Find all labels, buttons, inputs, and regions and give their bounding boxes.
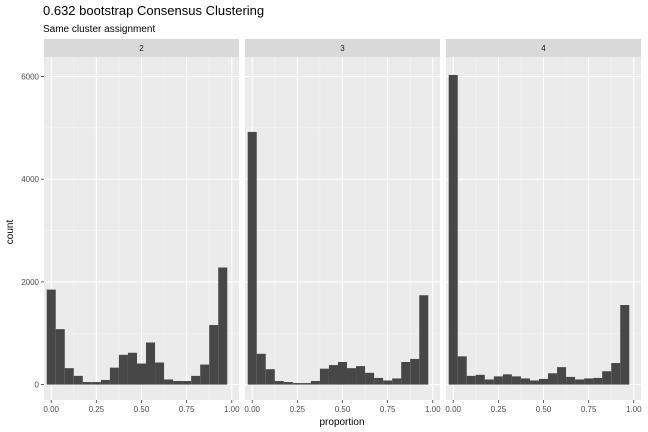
histogram-bar: [328, 365, 338, 385]
histogram-bar: [419, 295, 429, 385]
x-tick-label: 0.00: [43, 405, 59, 414]
histogram-bar: [247, 131, 257, 385]
histogram-bar: [493, 376, 503, 385]
histogram-bar: [566, 376, 576, 385]
histogram-bar: [620, 305, 630, 385]
histogram-bar: [319, 368, 329, 385]
facet-panel-3: 3 0.00 0.25 0.50 0.75 1.00: [244, 39, 441, 414]
histogram-bar: [164, 379, 174, 385]
y-tick-label: 6000: [21, 73, 39, 82]
histogram-bar: [209, 325, 219, 385]
y-tick-label: 0: [35, 381, 40, 390]
histogram-bar: [218, 267, 228, 385]
facet-strip: [245, 39, 440, 57]
x-tick-label: 0.25: [290, 405, 306, 414]
histogram-bar: [448, 74, 458, 385]
histogram-bar: [529, 380, 539, 385]
chart-subtitle: Same cluster assignment: [43, 24, 155, 35]
histogram-bar: [374, 377, 384, 385]
histogram-bar: [401, 362, 411, 385]
histogram-bar: [292, 383, 302, 385]
facet-panels: 2 0.00 0.25 0.50 0.75 1.00 3 0.00 0.25 0.50 0.75 1.…: [43, 39, 642, 414]
histogram-bar: [100, 379, 110, 385]
x-tick-label: 0.25: [491, 405, 507, 414]
histogram-bar: [64, 368, 74, 385]
histogram-bar: [256, 353, 266, 385]
x-tick-label: 0.75: [581, 405, 597, 414]
histogram-bar: [146, 342, 156, 385]
histogram-bar: [136, 363, 147, 385]
histogram-bar: [127, 352, 137, 385]
y-axis-title: count: [5, 220, 16, 245]
y-axis: 0 2000 4000 6000: [21, 73, 44, 390]
x-tick-label: 0.00: [445, 405, 461, 414]
histogram-bar: [265, 369, 275, 385]
histogram-bar: [383, 380, 393, 385]
histogram-bar: [173, 381, 183, 385]
facet-strip: [446, 39, 641, 57]
histogram-bar: [118, 354, 128, 385]
histogram-bar: [310, 381, 320, 385]
histogram-bar: [109, 367, 119, 385]
histogram-bar: [73, 375, 83, 385]
histogram-bar: [593, 377, 603, 385]
x-tick-label: 1.00: [626, 405, 642, 414]
histogram-bar: [602, 371, 612, 385]
x-tick-label: 0.75: [380, 405, 396, 414]
x-tick-label: 0.50: [134, 405, 150, 414]
histogram-bar: [511, 376, 521, 385]
histogram-bar: [191, 375, 201, 385]
histogram-bar: [82, 382, 92, 385]
histogram-bar: [392, 378, 402, 385]
y-tick-label: 2000: [21, 278, 39, 287]
chart-title: 0.632 bootstrap Consensus Clustering: [43, 3, 264, 18]
facet-strip: [44, 39, 239, 57]
y-tick-label: 4000: [21, 175, 39, 184]
histogram-bar: [337, 362, 348, 385]
histogram-bar: [274, 381, 284, 385]
facet-strip-label: 3: [340, 44, 345, 53]
histogram-bar: [347, 368, 357, 385]
x-tick-label: 0.25: [89, 405, 105, 414]
histogram-bar: [91, 382, 101, 385]
histogram-bar: [356, 366, 366, 385]
histogram-bar: [475, 374, 485, 385]
histogram-bar: [538, 378, 549, 385]
histogram-bar: [155, 362, 165, 385]
facet-strip-label: 4: [541, 44, 546, 53]
histogram-bar: [520, 378, 530, 385]
x-tick-label: 1.00: [224, 405, 240, 414]
histogram-bar: [557, 367, 567, 385]
histogram-bar: [575, 379, 585, 385]
histogram-bar: [584, 378, 594, 385]
histogram-bar: [484, 379, 494, 385]
histogram-bar: [182, 381, 192, 385]
x-tick-label: 1.00: [425, 405, 441, 414]
histogram-bar: [200, 364, 210, 385]
histogram-bar: [611, 363, 621, 385]
facet-strip-label: 2: [139, 44, 144, 53]
histogram-bar: [301, 383, 311, 385]
x-tick-label: 0.50: [335, 405, 351, 414]
histogram-bar: [46, 289, 56, 385]
x-tick-label: 0.75: [179, 405, 195, 414]
histogram-bar: [548, 373, 558, 385]
x-tick-label: 0.00: [244, 405, 260, 414]
facet-panel-2: 2 0.00 0.25 0.50 0.75 1.00: [43, 39, 240, 414]
facet-panel-4: 4 0.00 0.25 0.50 0.75 1.00: [445, 39, 642, 414]
histogram-bar: [502, 374, 512, 385]
x-tick-label: 0.50: [536, 405, 552, 414]
histogram-bar: [410, 358, 420, 385]
histogram-bar: [466, 375, 476, 385]
histogram-bar: [283, 382, 293, 385]
histogram-bar: [55, 329, 65, 385]
x-axis-title: proportion: [319, 417, 364, 428]
histogram-bar: [365, 372, 375, 385]
histogram-bar: [457, 356, 467, 385]
